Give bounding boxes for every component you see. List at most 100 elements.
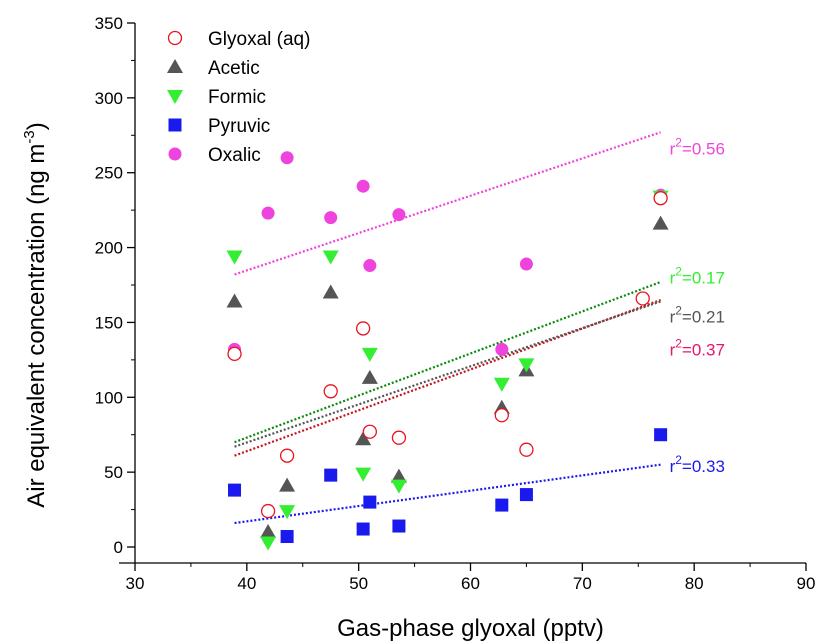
- x-tick-label: 50: [349, 574, 368, 593]
- data-point: [390, 479, 407, 494]
- legend-marker: [167, 59, 183, 73]
- y-tick-label: 300: [95, 89, 123, 108]
- r2-label: r2=0.56: [670, 136, 725, 159]
- x-tick-label: 40: [237, 574, 256, 593]
- r2-label-value: =0.21: [682, 307, 725, 326]
- data-point: [279, 448, 295, 463]
- data-point: [392, 208, 406, 222]
- data-point: [653, 191, 668, 206]
- y-tick-label: 0: [114, 538, 123, 557]
- data-point: [280, 151, 294, 165]
- axes-layer: 0 50 100 150 200 250 300 350 30 40 50 60 70 80 90 Gas-p…: [21, 14, 815, 642]
- r2-label-prefix: r: [670, 140, 676, 159]
- r2-label: r2=0.33: [670, 453, 725, 476]
- data-point: [356, 179, 370, 193]
- legend-label: Pyruvic: [208, 116, 270, 137]
- data-point: [227, 346, 242, 362]
- legend-marker: [168, 118, 182, 132]
- x-tick-label: 70: [573, 574, 592, 593]
- y-tick-label: 350: [95, 14, 123, 33]
- data-point: [495, 498, 509, 512]
- data-point: [361, 347, 378, 362]
- data-point: [279, 505, 296, 520]
- data-point: [519, 442, 534, 457]
- data-point: [226, 250, 243, 265]
- data-point: [261, 206, 275, 220]
- x-axis-label: Gas-phase glyoxal (pptv): [337, 615, 604, 642]
- data-point: [362, 424, 378, 439]
- data-point: [391, 430, 407, 445]
- data-point: [392, 519, 406, 533]
- points-layer: [226, 151, 669, 551]
- y-tick-label: 250: [95, 164, 123, 183]
- data-point: [519, 488, 533, 502]
- x-tick-label: 90: [797, 574, 816, 593]
- data-point: [494, 408, 509, 423]
- data-point: [355, 431, 372, 446]
- r2-label-sup: 2: [675, 453, 682, 467]
- y-axis-label-tail: ): [23, 122, 50, 130]
- data-point: [518, 358, 535, 373]
- r2-label-value: =0.17: [682, 269, 725, 288]
- y-tick-label: 50: [104, 463, 123, 482]
- y-tick-label: 100: [95, 388, 123, 407]
- data-point: [323, 384, 338, 399]
- legend-marker: [167, 90, 183, 104]
- legend-label: Glyoxal (aq): [208, 29, 310, 50]
- data-point: [390, 468, 407, 483]
- x-tick-label: 30: [126, 574, 145, 593]
- data-point: [361, 369, 378, 384]
- r2-label-sup: 2: [675, 265, 682, 279]
- data-point: [493, 377, 510, 392]
- r2-label-prefix: r: [670, 340, 676, 359]
- data-point: [279, 477, 296, 492]
- data-point: [652, 215, 669, 230]
- data-point: [260, 536, 277, 551]
- r2-label-value: =0.33: [682, 457, 725, 476]
- y-axis-label-sup: -3: [21, 130, 38, 143]
- data-point: [654, 428, 668, 442]
- data-point: [228, 483, 242, 497]
- data-point: [355, 467, 372, 482]
- legend-marker: [168, 147, 182, 161]
- legend-marker: [167, 30, 183, 46]
- r2-label-prefix: r: [670, 457, 676, 476]
- data-point: [280, 530, 294, 544]
- legend-label: Acetic: [208, 58, 260, 79]
- r2-label-prefix: r: [670, 307, 676, 326]
- r2-label: r2=0.17: [670, 265, 725, 288]
- data-point: [260, 524, 277, 539]
- data-point: [356, 522, 370, 536]
- legend-label: Oxalic: [208, 145, 261, 166]
- data-point: [260, 503, 276, 519]
- r2-label-sup: 2: [675, 303, 682, 317]
- y-tick-label: 150: [95, 313, 123, 332]
- r2-label-prefix: r: [670, 269, 676, 288]
- r2-label-sup: 2: [675, 136, 682, 150]
- r2-label-value: =0.37: [682, 340, 725, 359]
- fit-line-pyruvic: [234, 463, 661, 525]
- data-point: [635, 291, 650, 306]
- fit-line-formic: [234, 280, 662, 444]
- data-point: [322, 250, 339, 265]
- r2-label-sup: 2: [675, 336, 682, 350]
- fit-line-oxalic: [234, 131, 661, 276]
- y-tick-label: 200: [95, 239, 123, 258]
- y-axis-label-main: Air equivalent concentration (ng m: [23, 144, 50, 508]
- fit-lines-layer: [234, 131, 662, 525]
- data-point: [363, 495, 377, 509]
- r2-label: r2=0.37: [670, 336, 725, 359]
- legend: Glyoxal (aq) Acetic Formic Pyruvic Oxalic: [167, 29, 310, 166]
- r2-label: r2=0.21: [670, 303, 725, 326]
- data-point: [519, 257, 533, 271]
- data-point: [495, 342, 509, 356]
- r2-label-value: =0.56: [682, 140, 725, 159]
- data-point: [324, 468, 338, 482]
- fit-line-acetic: [234, 300, 661, 448]
- data-point: [363, 259, 377, 273]
- y-axis-label: Air equivalent concentration (ng m-3): [21, 122, 50, 508]
- data-point: [355, 321, 371, 336]
